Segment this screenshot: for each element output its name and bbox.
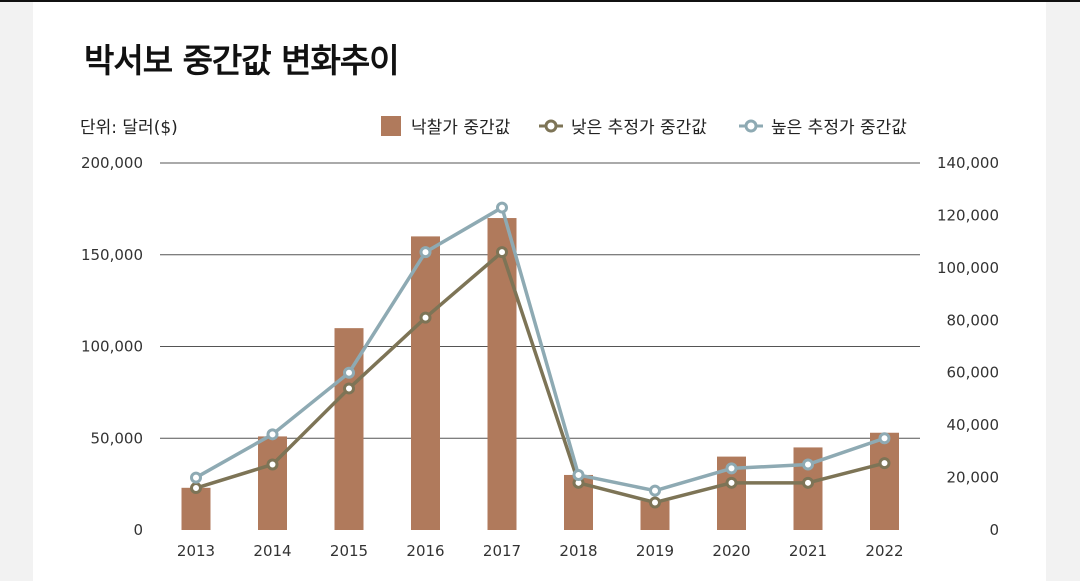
low-estimate-point	[496, 246, 508, 259]
bar-swatch	[381, 115, 401, 136]
y-right-tick-label: 60,000	[947, 364, 1000, 382]
legend-label-bar: 낙찰가 중간값	[411, 118, 511, 138]
y-right-tick-label: 40,000	[947, 416, 1000, 434]
low-estimate-point	[190, 482, 202, 495]
high-estimate-point	[496, 201, 508, 214]
bar	[181, 487, 211, 530]
x-tick-label: 2015	[330, 542, 368, 560]
x-tick-label: 2016	[406, 542, 444, 560]
low-estimate-point	[343, 382, 355, 395]
high-estimate-point	[649, 484, 661, 497]
x-tick-label: 2021	[789, 542, 827, 560]
legend-item-low[interactable]: 낮은 추정가 중간값	[539, 113, 707, 138]
low-estimate-point	[266, 458, 279, 471]
low-estimate-line	[195, 250, 885, 505]
y-right-tick-label: 140,000	[937, 154, 999, 172]
unit-label: 단위: 달러($)	[80, 118, 178, 138]
low-estimate-point	[878, 457, 891, 470]
legend-item-high[interactable]: 높은 추정가 중간값	[739, 113, 907, 138]
bar	[870, 432, 899, 530]
x-tick-label: 2018	[559, 542, 597, 560]
top-border	[0, 0, 1080, 2]
high-estimate-point	[190, 471, 202, 484]
high-estimate-point	[725, 462, 738, 475]
y-right-tick-label: 0	[989, 521, 999, 539]
high-estimate-line	[195, 205, 886, 493]
bar	[411, 236, 440, 530]
high-estimate-point	[343, 366, 355, 379]
x-tick-label: 2020	[712, 542, 750, 560]
bar	[258, 436, 287, 530]
y-right-tick-label: 80,000	[947, 311, 1000, 329]
high-estimate-point	[878, 432, 891, 445]
y-right-tick-label: 120,000	[937, 206, 999, 224]
low-estimate-point	[649, 496, 661, 509]
low-estimate-point	[419, 311, 432, 324]
legend-label-high: 높은 추정가 중간값	[771, 118, 907, 138]
high-line-swatch	[739, 119, 763, 132]
x-tick-label: 2013	[177, 542, 215, 560]
low-estimate-point	[802, 476, 814, 489]
high-estimate-point	[419, 246, 432, 259]
high-estimate-point	[572, 468, 585, 481]
y-left-tick-label: 0	[133, 521, 143, 539]
high-estimate-point	[266, 428, 279, 441]
y-right-tick-label: 100,000	[937, 259, 999, 277]
y-left-tick-label: 100,000	[81, 338, 143, 356]
legend-item-bar[interactable]: 낙찰가 중간값	[381, 113, 510, 138]
high-estimate-point	[802, 458, 814, 471]
y-left-tick-label: 50,000	[91, 429, 144, 447]
low-estimate-point	[725, 476, 738, 489]
bar	[334, 328, 364, 530]
y-left-tick-label: 150,000	[81, 246, 143, 264]
x-tick-label: 2014	[253, 542, 291, 560]
low-line-swatch	[539, 119, 563, 132]
bar	[487, 218, 517, 531]
x-tick-label: 2017	[483, 542, 521, 560]
y-left-tick-label: 200,000	[81, 154, 143, 172]
y-right-tick-label: 20,000	[947, 469, 1000, 487]
x-tick-label: 2022	[865, 542, 903, 560]
legend-label-low: 낮은 추정가 중간값	[571, 118, 707, 138]
x-tick-label: 2019	[636, 542, 674, 560]
chart-title: 박서보 중간값 변화추이	[84, 41, 400, 80]
